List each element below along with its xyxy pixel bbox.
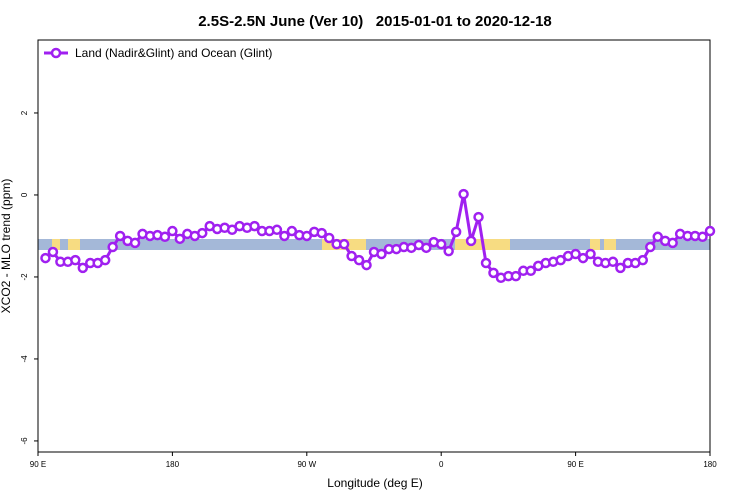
data-point	[704, 225, 716, 237]
data-point	[77, 262, 89, 274]
data-point	[286, 225, 298, 237]
data-point	[301, 230, 313, 242]
data-point	[577, 252, 589, 264]
data-point	[421, 242, 432, 254]
x-axis-label: Longitude (deg E)	[327, 476, 422, 490]
data-point	[323, 232, 335, 244]
data-point	[488, 267, 499, 279]
data-point	[473, 211, 484, 223]
plot-frame	[37, 39, 711, 453]
y-tick-label: -4	[20, 355, 29, 363]
y-tick-label: -2	[20, 273, 29, 281]
legend-marker	[50, 47, 62, 59]
data-point	[443, 245, 454, 257]
data-point	[465, 235, 477, 247]
x-tick-label: 90 W	[297, 460, 316, 469]
data-point	[346, 250, 357, 262]
data-point	[697, 231, 708, 243]
data-point	[47, 246, 59, 258]
y-tick-label: 2	[20, 110, 29, 115]
data-point	[376, 248, 387, 260]
data-point	[667, 237, 678, 249]
x-tick-label: 180	[166, 460, 180, 469]
data-point	[338, 238, 350, 250]
data-point	[435, 238, 447, 250]
legend-label: Land (Nadir&Glint) and Ocean (Glint)	[75, 46, 272, 60]
data-point	[353, 254, 365, 266]
data-point	[585, 248, 596, 260]
data-point	[458, 188, 469, 200]
data-point	[167, 225, 178, 237]
data-point	[114, 230, 126, 242]
chart-title: 2.5S-2.5N June (Ver 10) 2015-01-01 to 20…	[198, 13, 552, 30]
data-point	[197, 227, 208, 239]
y-tick-label: -6	[20, 437, 29, 445]
data-point	[480, 257, 492, 269]
x-tick-label: 90 E	[30, 460, 46, 469]
data-point	[107, 241, 118, 253]
data-point	[652, 231, 663, 243]
data-point	[361, 259, 372, 271]
data-point	[70, 254, 81, 266]
data-point	[174, 233, 186, 245]
y-axis-label: XCO2 - MLO trend (ppm)	[0, 179, 13, 314]
data-point	[510, 270, 522, 282]
data-point	[99, 254, 111, 266]
data-point	[129, 237, 141, 249]
data-point	[450, 226, 462, 238]
data-point	[645, 241, 656, 253]
legend: Land (Nadir&Glint) and Ocean (Glint)	[44, 46, 272, 60]
x-tick-label: 180	[703, 460, 717, 469]
data-point	[249, 220, 260, 232]
data-point	[570, 248, 581, 260]
data-point	[271, 224, 283, 236]
data-point	[607, 256, 619, 268]
data-point	[525, 265, 537, 277]
data-point	[615, 262, 626, 274]
data-point	[637, 254, 649, 266]
data-point	[159, 231, 171, 243]
data-point	[40, 252, 51, 264]
data-point	[555, 254, 566, 266]
x-tick-label: 90 E	[567, 460, 583, 469]
x-tick-label: 0	[439, 460, 444, 469]
data-point	[279, 230, 290, 242]
data-point	[316, 227, 327, 239]
y-tick-label: 0	[20, 192, 29, 197]
